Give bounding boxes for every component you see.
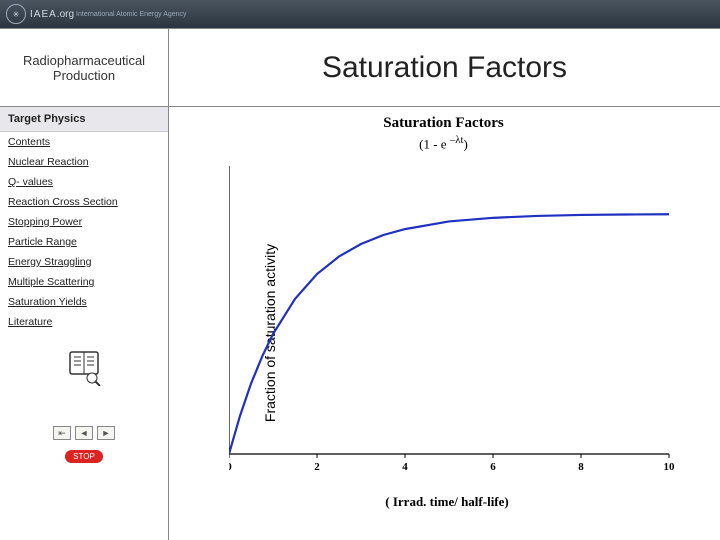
chart-xlabel: ( Irrad. time/ half-life)	[385, 494, 508, 510]
sidebar-item-energy-straggling[interactable]: Energy Straggling	[0, 252, 168, 272]
sidebar-item-literature[interactable]: Literature	[0, 312, 168, 332]
chart-plot: 0.000.200.400.600.801.001.200246810	[229, 166, 699, 484]
sidebar-item-contents[interactable]: Contents	[0, 132, 168, 152]
chart-formula: (1 - e –λt)	[177, 134, 710, 152]
chart-box: Fraction of saturation activity 0.000.20…	[187, 158, 707, 508]
svg-text:6: 6	[490, 461, 496, 473]
sidebar: Radiopharmaceutical Production Target Ph…	[0, 29, 168, 540]
header-org: IAEA	[30, 9, 57, 20]
svg-text:4: 4	[402, 461, 408, 473]
svg-text:0: 0	[229, 461, 232, 473]
page-title: Saturation Factors	[168, 29, 720, 107]
sidebar-item-nuclear-reaction[interactable]: Nuclear Reaction	[0, 152, 168, 172]
svg-text:10: 10	[664, 461, 676, 473]
nav-prev-button[interactable]: ◄	[75, 426, 93, 440]
sidebar-title: Radiopharmaceutical Production	[0, 29, 168, 107]
chart-title: Saturation Factors	[177, 115, 710, 132]
svg-text:2: 2	[314, 461, 320, 473]
sidebar-item-reaction-cross-section[interactable]: Reaction Cross Section	[0, 192, 168, 212]
nav-controls: ⇤ ◄ ►	[53, 426, 115, 440]
svg-text:8: 8	[578, 461, 584, 473]
header-domain: .org	[57, 9, 74, 20]
nav-next-button[interactable]: ►	[97, 426, 115, 440]
nav-first-button[interactable]: ⇤	[53, 426, 71, 440]
sidebar-item-q-values[interactable]: Q- values	[0, 172, 168, 192]
iaea-logo-icon: ✳	[6, 4, 26, 24]
chart-area: Saturation Factors (1 - e –λt) Fraction …	[168, 107, 720, 540]
sidebar-section-target-physics: Target Physics	[0, 107, 168, 132]
formula-suffix: )	[464, 136, 468, 151]
header-bar: ✳ IAEA .org International Atomic Energy …	[0, 0, 720, 28]
stop-button[interactable]: STOP	[65, 450, 103, 463]
sidebar-item-saturation-yields[interactable]: Saturation Yields	[0, 292, 168, 312]
sidebar-item-particle-range[interactable]: Particle Range	[0, 232, 168, 252]
main: Saturation Factors Saturation Factors (1…	[168, 29, 720, 540]
book-icon	[64, 346, 104, 386]
sidebar-item-multiple-scattering[interactable]: Multiple Scattering	[0, 272, 168, 292]
formula-prefix: (1 - e	[419, 136, 450, 151]
formula-exp: –λt	[450, 134, 464, 146]
sidebar-item-stopping-power[interactable]: Stopping Power	[0, 212, 168, 232]
header-sub: International Atomic Energy Agency	[76, 11, 187, 18]
